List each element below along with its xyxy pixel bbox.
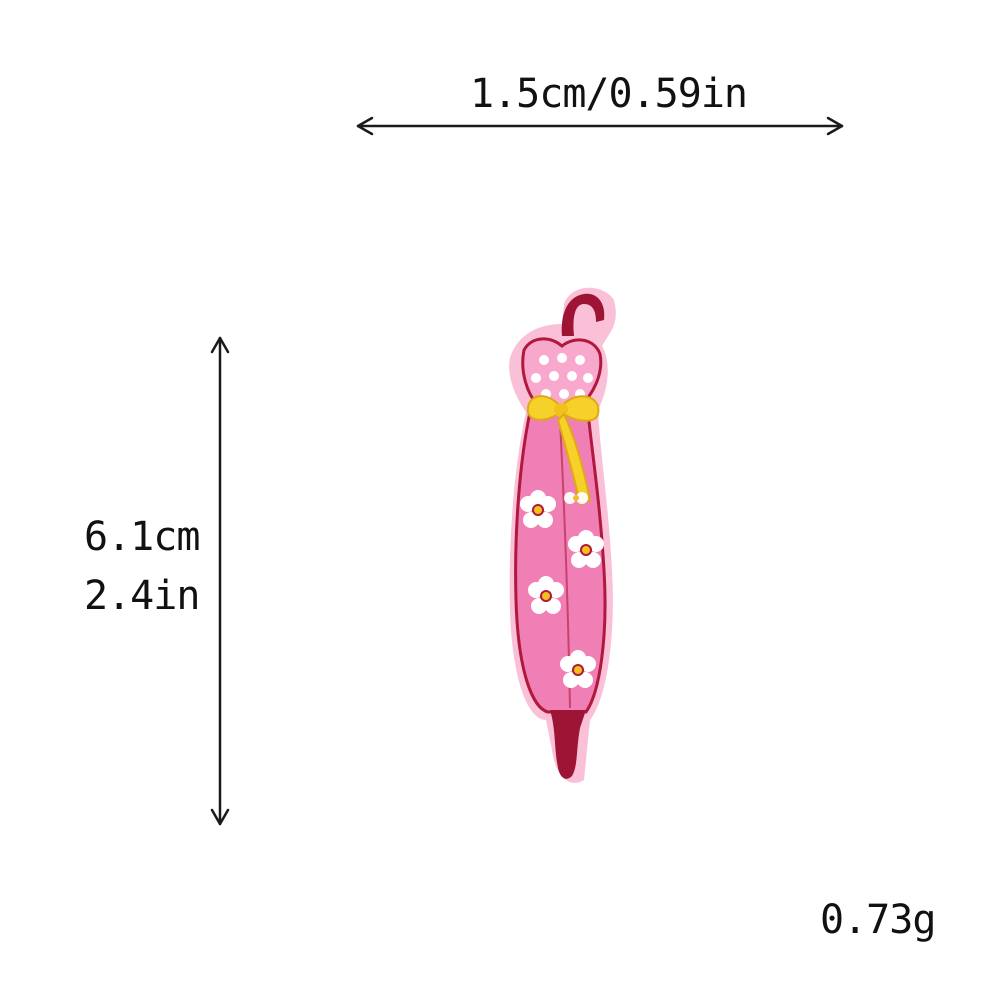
umbrella-patch-image: [509, 287, 616, 783]
ribbon-bow: [526, 395, 600, 506]
umbrella-tip: [550, 710, 586, 779]
width-arrow: [356, 116, 844, 136]
height-in-label: 2.4in: [84, 573, 200, 619]
weight-label: 0.73g: [820, 897, 936, 943]
height-cm-label: 6.1cm: [84, 514, 200, 560]
umbrella-handle-crook: [561, 293, 605, 336]
width-label: 1.5cm/0.59in: [470, 71, 748, 117]
height-arrow: [210, 336, 230, 826]
flower-pattern: [520, 490, 604, 688]
